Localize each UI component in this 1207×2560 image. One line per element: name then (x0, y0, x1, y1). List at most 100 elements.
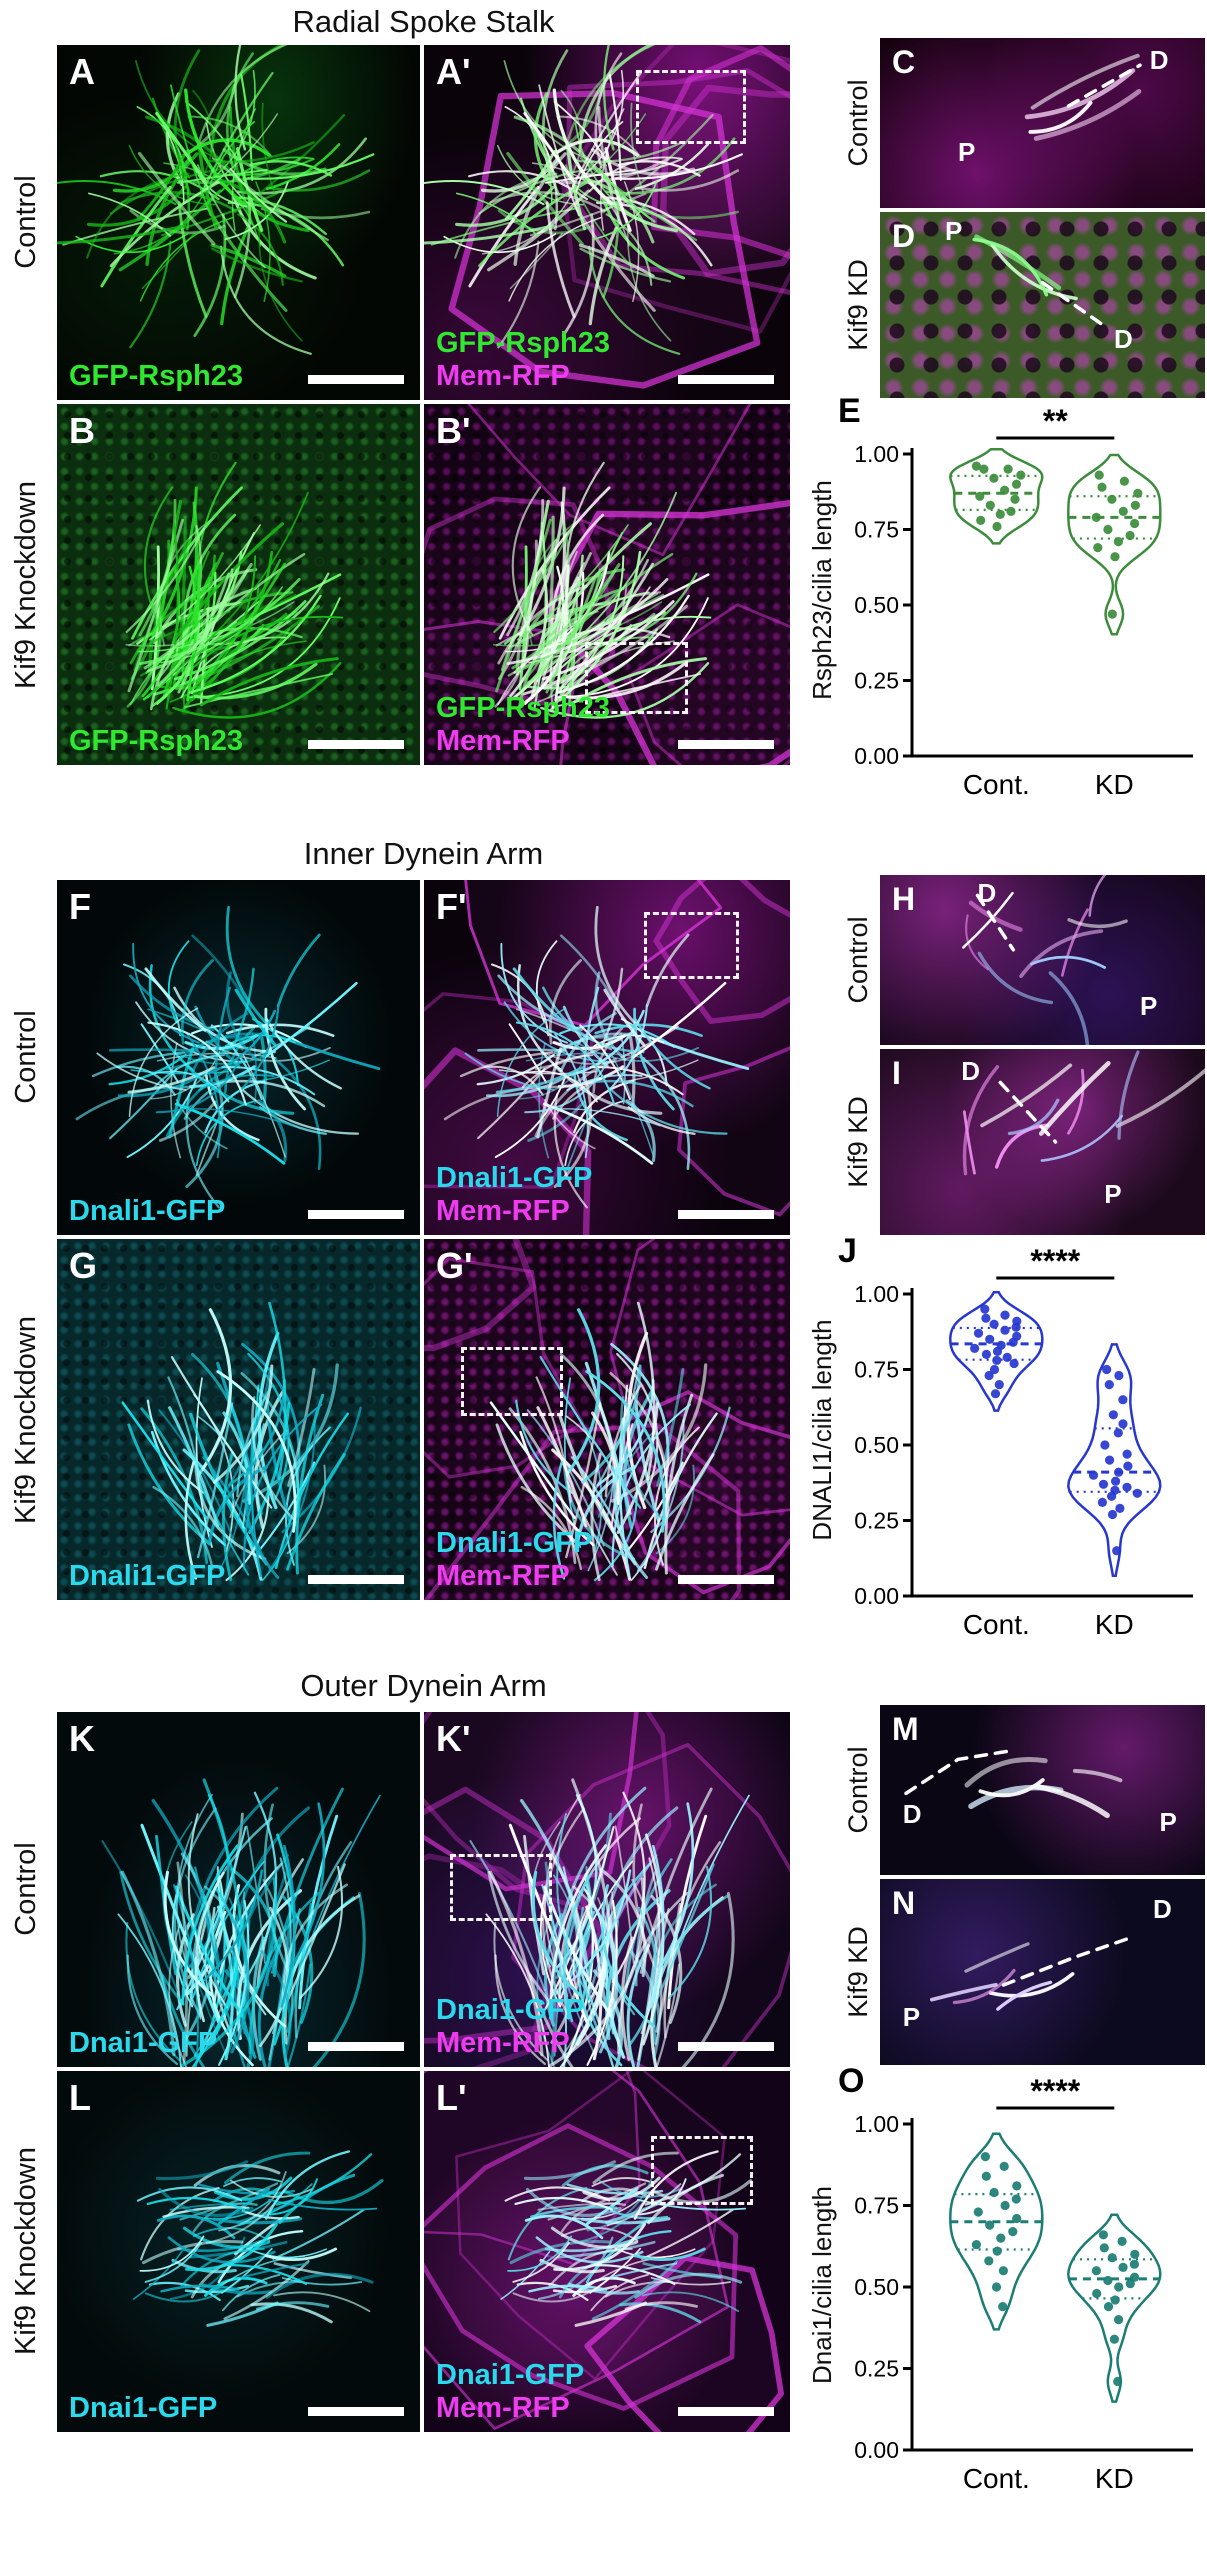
annotation-distal: D (1114, 323, 1133, 354)
panel-C-zoom: C P D (880, 38, 1205, 208)
annotation-proximal: P (945, 215, 963, 246)
panel-B-merge: B' GFP-Rsph23 Mem-RFP (424, 404, 790, 765)
inset-box (585, 642, 688, 715)
micrograph-A (57, 45, 375, 355)
channel-label-gfp: Dnali1-GFP (69, 1559, 226, 1592)
scale-bar (678, 2042, 774, 2051)
violin-plot-E: 0.00 0.25 0.50 0.75 1.00 Cont. KD ** (854, 408, 1193, 800)
panel-letter: D (892, 218, 916, 254)
micrograph-I (962, 1050, 1205, 1176)
micrograph-D (972, 234, 1103, 326)
svg-text:0.25: 0.25 (854, 2356, 899, 2382)
channel-labels: Dnai1-GFP Mem-RFP (436, 2359, 584, 2424)
panel-letter: L (69, 2077, 91, 2118)
svg-text:1.00: 1.00 (854, 441, 899, 467)
channel-label-gfp: Dnali1-GFP (436, 1527, 593, 1560)
scale-bar (678, 740, 774, 749)
channel-label-gfp: Dnai1-GFP (69, 2391, 218, 2424)
channel-label-gfp: Dnali1-GFP (436, 1162, 593, 1195)
section-title-radial-spoke-stalk: Radial Spoke Stalk (292, 4, 555, 39)
channel-label-gfp: Dnai1-GFP (436, 1994, 585, 2027)
zoom-side-label-kif9-kd: Kif9 KD (842, 1096, 873, 1188)
channel-labels: Dnali1-GFP (69, 1195, 225, 1227)
panel-L-merge: L' Dnai1-GFP Mem-RFP (424, 2071, 790, 2432)
svg-text:0.75: 0.75 (854, 517, 899, 543)
inset-box (643, 911, 739, 980)
scale-bar (308, 2407, 404, 2416)
panel-letter-plot: E (838, 392, 861, 430)
annotation-proximal: P (902, 2001, 921, 2032)
svg-text:Cont.: Cont. (963, 2463, 1030, 2494)
svg-text:****: **** (1030, 2078, 1080, 2109)
svg-text:KD: KD (1095, 1609, 1134, 1640)
micrograph-B-merge (424, 404, 790, 765)
micrograph-C (1024, 53, 1142, 141)
channel-labels: GFP-Rsph23 (69, 725, 243, 757)
zoom-side-label-kif9-kd: Kif9 KD (842, 259, 873, 351)
row-label-control: Control (9, 1010, 42, 1104)
panel-letter: I (892, 1055, 901, 1091)
micrograph-H (962, 875, 1128, 1045)
svg-text:Cont.: Cont. (963, 769, 1030, 800)
channel-label-gfp: Dnai1-GFP (69, 2026, 218, 2059)
channel-labels: Dnai1-GFP (69, 2392, 217, 2424)
panel-letter: K' (436, 1718, 471, 1759)
panel-H-zoom: H D P (880, 875, 1205, 1045)
panel-letter: H (892, 881, 916, 917)
svg-text:KD: KD (1095, 2463, 1134, 2494)
micrograph-G-merge (424, 1239, 790, 1600)
channel-label-gfp: GFP-Rsph23 (69, 359, 244, 392)
svg-text:0.00: 0.00 (854, 2437, 899, 2463)
panel-A-merge: A' GFP-Rsph23 Mem-RFP (424, 45, 790, 400)
micrograph-F-merge (424, 880, 790, 1235)
panel-letter: F' (436, 886, 467, 927)
panel-letter: B' (436, 410, 471, 451)
svg-text:**: ** (1043, 408, 1068, 439)
row-label-kif9-knockdown: Kif9 Knockdown (9, 481, 42, 689)
annotation-proximal: P (958, 136, 976, 167)
channel-labels: Dnai1-GFP (69, 2027, 217, 2059)
channel-label-rfp: Mem-RFP (436, 2026, 570, 2059)
annotation-distal: D (977, 878, 997, 909)
svg-text:Cont.: Cont. (963, 1609, 1030, 1640)
panel-F-merge: F' Dnali1-GFP Mem-RFP (424, 880, 790, 1235)
panel-A: A GFP-Rsph23 (57, 45, 420, 400)
scale-bar (678, 2407, 774, 2416)
panel-M-zoom: M D P (880, 1705, 1205, 1875)
svg-text:0.50: 0.50 (854, 1432, 899, 1458)
scale-bar (308, 1575, 404, 1584)
zoom-side-label-control: Control (842, 1746, 873, 1834)
micrograph-A-merge (424, 45, 790, 389)
panel-letter: L' (436, 2077, 467, 2118)
annotation-distal: D (1153, 1893, 1172, 1924)
channel-label-rfp: Mem-RFP (436, 1194, 570, 1227)
svg-text:0.75: 0.75 (854, 2193, 899, 2219)
svg-text:1.00: 1.00 (854, 1281, 899, 1307)
annotation-proximal: P (1104, 1179, 1122, 1210)
y-axis-label: Dnai1/cilia length (806, 2186, 837, 2385)
micrograph-K-merge (424, 1712, 790, 2067)
violin-plot-J: 0.00 0.25 0.50 0.75 1.00 Cont. KD **** (854, 1248, 1193, 1640)
row-label-control: Control (9, 175, 42, 269)
panel-letter: F (69, 886, 91, 927)
annotation-proximal: P (1159, 1807, 1177, 1837)
channel-labels: Dnai1-GFP Mem-RFP (436, 1994, 584, 2059)
panel-letter-plot: O (838, 2062, 865, 2100)
panel-letter: M (892, 1711, 919, 1747)
panel-G: G Dnali1-GFP (57, 1239, 420, 1600)
svg-text:0.50: 0.50 (854, 2274, 899, 2300)
channel-label-rfp: Mem-RFP (436, 1559, 570, 1592)
svg-text:0.00: 0.00 (854, 1583, 899, 1609)
channel-labels: Dnali1-GFP Mem-RFP (436, 1527, 592, 1592)
channel-label-rfp: Mem-RFP (436, 2391, 570, 2424)
panel-I-zoom: I D P (880, 1049, 1205, 1235)
row-label-kif9-knockdown: Kif9 Knockdown (9, 1316, 42, 1524)
panel-K-merge: K' Dnai1-GFP Mem-RFP (424, 1712, 790, 2067)
row-label-control: Control (9, 1842, 42, 1936)
panel-letter: C (892, 44, 916, 80)
panel-letter: B (69, 410, 95, 451)
channel-labels: Dnali1-GFP Mem-RFP (436, 1162, 592, 1227)
panel-letter: N (892, 1885, 916, 1921)
channel-label-gfp: GFP-Rsph23 (436, 692, 611, 725)
